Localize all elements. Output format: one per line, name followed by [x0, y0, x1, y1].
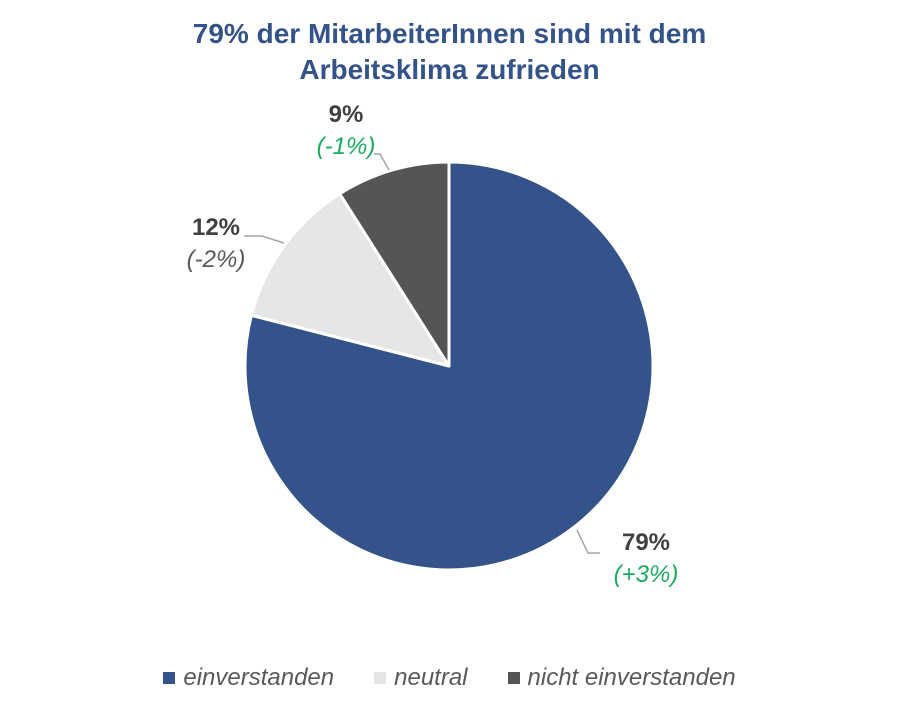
legend-item-nicht-einverstanden: nicht einverstanden — [507, 664, 736, 692]
legend-label-einverstanden: einverstanden — [183, 664, 335, 691]
legend-swatch-nicht-einverstanden — [507, 672, 520, 684]
change-label-nicht-einverstanden: (-1%) — [317, 133, 376, 160]
chart-title: 79% der MitarbeiterInnen sind mit dem Ar… — [0, 16, 899, 88]
chart-title-line-1: 79% der MitarbeiterInnen sind mit dem — [192, 18, 707, 49]
change-label-einverstanden: (+3%) — [614, 561, 679, 588]
leader-line-neutral — [244, 235, 285, 244]
legend-item-neutral: neutral — [374, 664, 468, 692]
leader-line-nicht-einverstanden — [374, 153, 390, 171]
data-label-neutral: 12% — [192, 214, 240, 241]
legend-item-einverstanden: einverstanden — [163, 664, 334, 692]
legend-swatch-neutral — [374, 672, 387, 684]
legend-label-neutral: neutral — [394, 664, 468, 691]
data-label-nicht-einverstanden: 9% — [329, 101, 364, 128]
data-label-einverstanden: 79% — [622, 529, 670, 556]
legend-swatch-einverstanden — [163, 672, 176, 684]
chart-title-line-2: Arbeitsklima zufrieden — [299, 54, 600, 85]
leader-line-einverstanden — [576, 529, 600, 554]
chart-legend: einverstanden neutral nicht einverstande… — [0, 664, 899, 692]
pie-slice-neutral — [249, 192, 451, 368]
legend-label-nicht-einverstanden: nicht einverstanden — [527, 664, 736, 691]
pie-slice-nicht-einverstanden — [338, 160, 451, 368]
change-label-neutral: (-2%) — [187, 246, 246, 273]
